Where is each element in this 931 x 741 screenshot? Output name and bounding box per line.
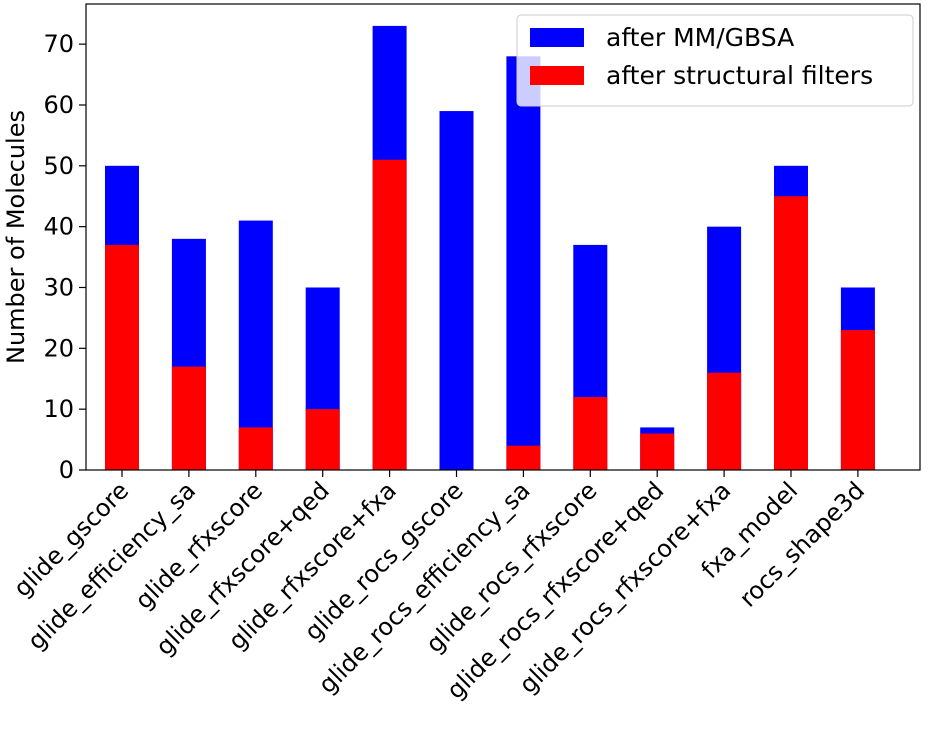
bars-group bbox=[105, 25, 875, 471]
y-axis-title: Number of Molecules bbox=[2, 110, 30, 364]
legend-swatch-structural bbox=[530, 66, 584, 85]
y-tick-label: 60 bbox=[43, 91, 74, 119]
plot-frame bbox=[85, 3, 921, 471]
bar-mmgbsa-6 bbox=[506, 56, 541, 470]
bar-structural-2 bbox=[238, 427, 273, 470]
x-axis: glide_gscoreglide_efficiency_saglide_rfx… bbox=[8, 470, 870, 705]
legend-label-structural: after structural filters bbox=[606, 61, 873, 90]
bar-structural-6 bbox=[506, 445, 541, 470]
legend: after MM/GBSA after structural filters bbox=[516, 14, 914, 107]
y-axis: 0 10 20 30 40 50 60 70 bbox=[43, 30, 86, 484]
y-tick-label: 0 bbox=[59, 456, 74, 484]
y-tick-label: 10 bbox=[43, 395, 74, 423]
y-tick-label: 30 bbox=[43, 273, 74, 301]
bar-structural-0 bbox=[105, 244, 139, 470]
bar-mmgbsa-5 bbox=[439, 111, 474, 470]
bar-structural-8 bbox=[640, 433, 675, 470]
bar-structural-11 bbox=[840, 330, 875, 470]
bar-structural-4 bbox=[372, 159, 407, 471]
bar-structural-1 bbox=[171, 366, 206, 470]
bar-structural-7 bbox=[573, 397, 608, 470]
y-tick-label: 50 bbox=[43, 152, 74, 180]
x-tick-label: glide_gscore bbox=[8, 476, 134, 602]
legend-label-mmgbsa: after MM/GBSA bbox=[606, 23, 794, 52]
bar-structural-10 bbox=[774, 196, 808, 471]
bar-structural-9 bbox=[707, 372, 742, 470]
y-tick-label: 40 bbox=[43, 213, 74, 241]
legend-box bbox=[516, 14, 914, 107]
y-tick-label: 70 bbox=[43, 30, 74, 58]
bar-structural-3 bbox=[305, 409, 340, 470]
legend-swatch-mmgbsa bbox=[530, 28, 584, 47]
y-tick-label: 20 bbox=[43, 334, 74, 362]
